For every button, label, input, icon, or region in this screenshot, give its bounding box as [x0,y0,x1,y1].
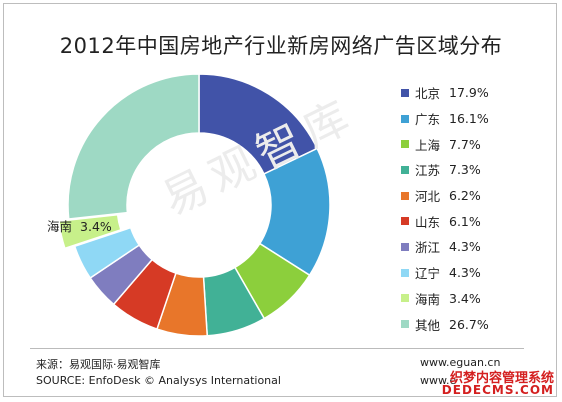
legend-item: 上海 7.7% [401,131,551,157]
legend-label: 河北 [415,189,441,205]
legend: 北京 17.9% 广东 16.1% 上海 7.7% 江苏 7.3% 河北 6.2% 山东 6.1% 浙江… [401,80,551,337]
slice-7 [73,226,141,279]
source-en: SOURCE: EnfoDesk © Analysys Internationa… [36,374,281,387]
footer-divider [30,348,524,349]
legend-swatch [401,242,409,251]
donut-slices [58,73,331,337]
site-url-partial: www.e [420,374,457,387]
legend-item: 北京 17.9% [401,80,551,106]
dedecms-badge: 织梦内容管理系统 DEDECMS.COM [442,367,558,399]
legend-swatch [401,294,409,303]
legend-label: 上海 [415,137,441,153]
legend-label: 北京 [415,86,441,102]
source-cn: 来源：易观国际·易观智库 [36,358,161,371]
callout-label: 海南 3.4% [47,216,120,235]
legend-label: 广东 [415,112,441,128]
legend-item: 江苏 7.3% [401,157,551,183]
legend-value: 6.1% [449,213,481,229]
legend-item: 广东 16.1% [401,106,551,132]
legend-label: 辽宁 [415,266,441,282]
legend-value: 4.3% [449,265,481,281]
legend-swatch [401,88,409,97]
legend-swatch [401,268,409,277]
legend-value: 26.7% [449,316,489,332]
legend-swatch [401,217,409,226]
legend-swatch [401,165,409,174]
legend-value: 16.1% [449,111,489,127]
site-url: www.eguan.cn [420,356,501,369]
legend-label: 其他 [415,317,441,333]
legend-value: 3.4% [449,290,481,306]
callout-value: 3.4% [80,219,112,234]
legend-value: 4.3% [449,239,481,255]
badge-bottom-text: DEDECMS.COM [441,383,554,397]
legend-value: 17.9% [449,85,489,101]
legend-swatch [401,320,409,329]
legend-label: 山东 [415,214,441,230]
legend-item: 山东 6.1% [401,208,551,234]
legend-item: 河北 6.2% [401,183,551,209]
legend-item: 其他 26.7% [401,311,551,337]
slice-9 [67,73,200,220]
legend-swatch [401,140,409,149]
legend-value: 6.2% [449,188,481,204]
badge-top-text: 织梦内容管理系统 [449,371,554,386]
legend-swatch [401,191,409,200]
legend-value: 7.3% [449,162,481,178]
legend-item: 浙江 4.3% [401,234,551,260]
legend-label: 江苏 [415,163,441,179]
chart-title: 2012年中国房地产行业新房网络广告区域分布 [59,34,503,58]
legend-item: 海南 3.4% [401,286,551,312]
legend-swatch [401,114,409,123]
slice-8 [58,213,122,250]
legend-label: 浙江 [415,240,441,256]
legend-value: 7.7% [449,136,481,152]
legend-item: 辽宁 4.3% [401,260,551,286]
callout-name: 海南 [47,219,73,234]
legend-label: 海南 [415,291,441,307]
